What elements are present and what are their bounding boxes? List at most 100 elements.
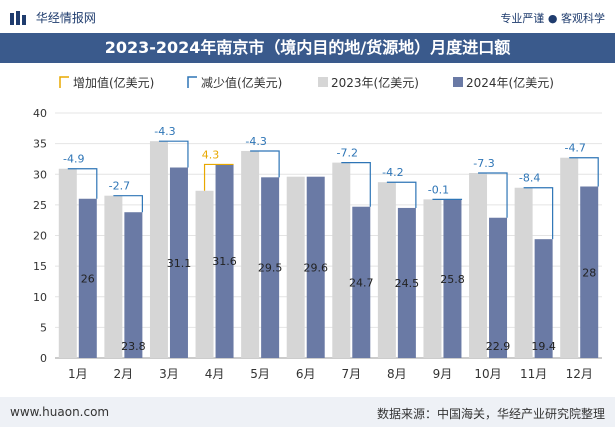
bar-2023 (514, 187, 533, 358)
bar-2023 (332, 162, 351, 358)
diff-label: -4.9 (63, 153, 84, 166)
bar-2024 (306, 176, 325, 358)
x-tick-label: 12月 (566, 367, 593, 381)
bar-2024 (443, 199, 462, 358)
diff-label: -4.2 (382, 166, 403, 179)
brand-name: 华经情报网 (35, 11, 96, 25)
x-tick-label: 3月 (159, 367, 179, 381)
decrease-connector (432, 198, 463, 200)
x-tick-label: 7月 (341, 367, 361, 381)
y-tick-label: 30 (33, 168, 47, 181)
decrease-connector (341, 162, 371, 207)
bar-2024 (261, 177, 280, 358)
diff-label: -4.3 (245, 135, 266, 148)
bar-2024 (397, 207, 416, 358)
diff-label: 4.3 (202, 148, 220, 161)
top-bar: 华经情报网 专业严谨 ● 客观科学 (0, 0, 615, 33)
legend: 增加值(亿美元) 减少值(亿美元) 2023年(亿美元) 2024年(亿美元) (59, 75, 554, 90)
value-label: 28 (582, 266, 596, 279)
decrease-connector (250, 150, 280, 178)
bar-2024 (352, 206, 371, 358)
legend-swatch-y2024 (453, 77, 463, 87)
diff-label: -8.4 (519, 172, 540, 185)
legend-label-y2023: 2023年(亿美元) (331, 75, 419, 90)
value-label: 24.7 (349, 276, 374, 289)
legend-swatch-increase (59, 76, 69, 88)
legend-label-decrease: 减少值(亿美元) (201, 75, 282, 90)
bars (58, 140, 599, 358)
x-axis: 1月 2月 3月 4月 5月 6月 7月 8月 9月 10月 11月 12月 (68, 367, 593, 381)
value-label: 19.4 (531, 340, 556, 353)
footer-url: www.huaon.com (10, 405, 110, 419)
y-axis: 0 5 10 15 20 25 30 35 40 (33, 107, 47, 365)
chart-title: 2023-2024年南京市（境内目的地/货源地）月度进口额 (0, 33, 615, 63)
bar-2024 (534, 239, 553, 358)
diff-label: -4.7 (564, 142, 585, 155)
y-tick-label: 0 (40, 352, 47, 365)
footer-source: 数据来源：中国海关，华经产业研究院整理 (376, 407, 605, 421)
y-tick-label: 15 (33, 260, 47, 273)
value-label: 25.8 (440, 273, 465, 286)
diff-label: -2.7 (109, 180, 130, 193)
legend-label-increase: 增加值(亿美元) (73, 75, 154, 90)
bar-2023 (560, 157, 579, 358)
decrease-connector (67, 168, 98, 199)
diff-label: -7.2 (337, 147, 358, 160)
bar-2024 (169, 167, 188, 358)
decrease-connector (523, 187, 554, 240)
bar-2023 (149, 141, 168, 358)
value-label: 29.6 (303, 261, 328, 274)
footer: www.huaon.com 数据来源：中国海关，华经产业研究院整理 (0, 397, 615, 427)
labels: -4.9 26 -2.7 23.8 -4.3 31.1 4.3 31.6 -4.3 29.5 29.… (63, 125, 596, 353)
bar-2023 (286, 176, 305, 358)
brand: 华经情报网 (10, 9, 96, 26)
grid (55, 112, 602, 359)
value-label: 22.9 (486, 340, 511, 353)
legend-swatch-y2023 (318, 77, 328, 87)
bar-2023 (104, 195, 123, 358)
bar-2023 (195, 190, 214, 358)
increase-connector (203, 163, 234, 191)
tagline: 专业严谨 ● 客观科学 (500, 12, 605, 25)
x-tick-label: 1月 (68, 367, 88, 381)
value-label: 24.5 (395, 277, 420, 290)
x-tick-label: 9月 (433, 367, 453, 381)
bar-2023 (423, 199, 442, 358)
bar-2024 (489, 217, 508, 358)
value-label: 31.1 (167, 257, 192, 270)
x-tick-label: 6月 (296, 367, 316, 381)
value-label: 23.8 (121, 340, 146, 353)
bar-2024 (580, 186, 599, 358)
value-label: 29.5 (258, 262, 283, 275)
bar-2023 (377, 182, 396, 358)
value-label: 26 (81, 272, 95, 285)
decrease-connector (386, 181, 417, 208)
y-tick-label: 25 (33, 199, 47, 212)
bar-2024 (78, 198, 97, 358)
legend-label-y2024: 2024年(亿美元) (466, 75, 554, 90)
x-tick-label: 5月 (250, 367, 270, 381)
bar-2023 (469, 173, 488, 358)
y-tick-label: 5 (40, 321, 47, 334)
decrease-connector (158, 140, 189, 168)
x-tick-label: 2月 (114, 367, 134, 381)
diff-label: -4.3 (154, 125, 175, 138)
x-tick-label: 4月 (205, 367, 225, 381)
diff-label: -7.3 (473, 157, 494, 170)
x-tick-label: 8月 (387, 367, 407, 381)
brand-logo-icon (10, 10, 26, 25)
bar-2023 (58, 168, 77, 358)
diff-label: -0.1 (428, 183, 449, 196)
x-tick-label: 11月 (520, 367, 547, 381)
value-label: 31.6 (212, 255, 237, 268)
bar-2023 (241, 150, 260, 358)
bar-2024 (124, 212, 143, 358)
bar-2024 (215, 164, 234, 358)
legend-swatch-decrease (187, 76, 197, 88)
y-tick-label: 35 (33, 138, 47, 151)
y-tick-label: 20 (33, 230, 47, 243)
decrease-connector (569, 157, 599, 187)
chart: 增加值(亿美元) 减少值(亿美元) 2023年(亿美元) 2024年(亿美元) 0 5 1… (33, 75, 602, 381)
y-tick-label: 40 (33, 107, 47, 120)
decrease-connector (478, 172, 508, 218)
